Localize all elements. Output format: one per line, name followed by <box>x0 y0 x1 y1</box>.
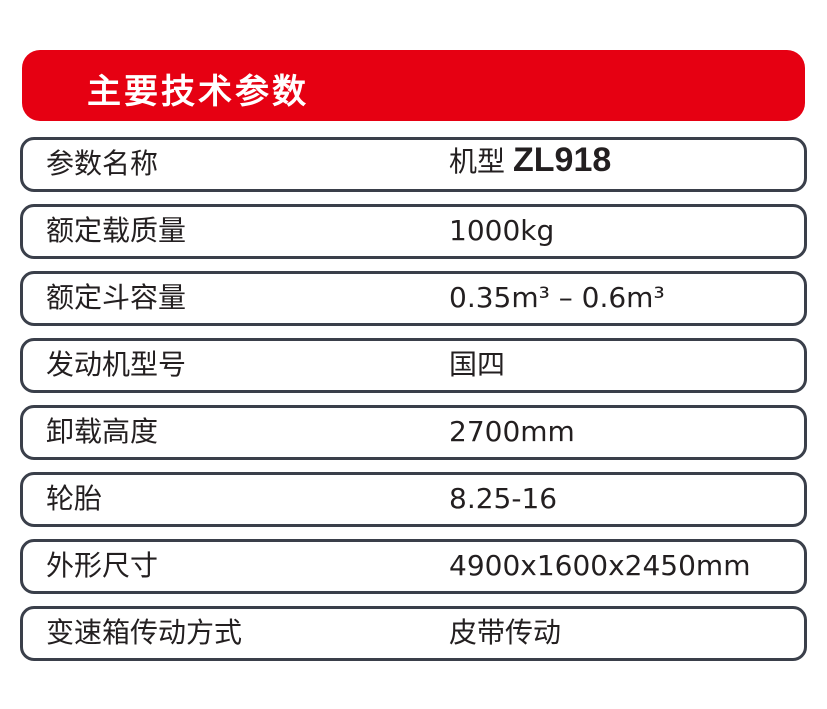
model-name: ZL918 <box>513 141 612 179</box>
row-value: 4900x1600x2450mm <box>449 549 751 582</box>
row-label: 发动机型号 <box>46 348 187 381</box>
table-row: 轮胎 8.25-16 <box>20 472 807 527</box>
row-value: 0.35m³ – 0.6m³ <box>449 281 665 314</box>
table-header-row: 参数名称 机型 ZL918 <box>20 137 807 192</box>
column-header-parameter: 参数名称 <box>46 147 159 180</box>
table-row: 额定斗容量 0.35m³ – 0.6m³ <box>20 271 807 326</box>
table-row: 变速箱传动方式 皮带传动 <box>20 606 807 661</box>
section-header: 主要技术参数 <box>22 50 805 121</box>
model-prefix: 机型 <box>449 145 506 178</box>
column-header-model: 机型 ZL918 <box>449 141 612 179</box>
row-value: 1000kg <box>449 214 555 247</box>
table-row: 外形尺寸 4900x1600x2450mm <box>20 539 807 594</box>
row-value: 国四 <box>449 348 506 381</box>
row-label: 卸载高度 <box>46 415 159 448</box>
row-value: 皮带传动 <box>449 616 562 649</box>
row-value: 2700mm <box>449 415 575 448</box>
row-label: 额定斗容量 <box>46 281 187 314</box>
table-row: 额定载质量 1000kg <box>20 204 807 259</box>
row-label: 外形尺寸 <box>46 549 159 582</box>
row-label: 额定载质量 <box>46 214 187 247</box>
table-row: 发动机型号 国四 <box>20 338 807 393</box>
row-label: 轮胎 <box>46 482 103 515</box>
section-title: 主要技术参数 <box>87 72 309 112</box>
row-value: 8.25-16 <box>449 482 558 515</box>
table-row: 卸载高度 2700mm <box>20 405 807 460</box>
row-label: 变速箱传动方式 <box>46 616 243 649</box>
